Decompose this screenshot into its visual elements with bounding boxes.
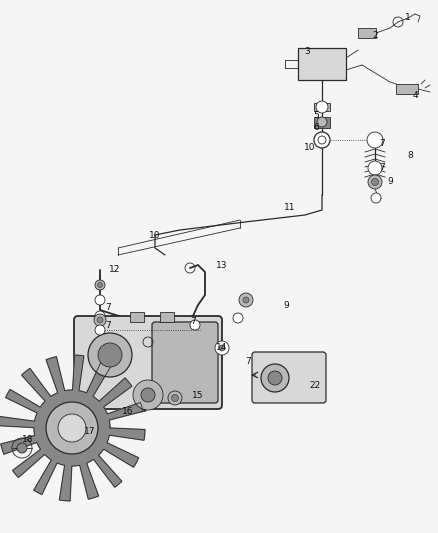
Text: 18: 18 xyxy=(22,435,34,445)
Circle shape xyxy=(317,117,327,127)
Circle shape xyxy=(243,297,249,303)
Bar xyxy=(314,103,330,111)
Circle shape xyxy=(98,343,122,367)
Circle shape xyxy=(94,314,106,326)
Text: 10: 10 xyxy=(149,230,161,239)
Circle shape xyxy=(239,293,253,307)
Circle shape xyxy=(314,132,330,148)
Text: 11: 11 xyxy=(284,204,296,213)
Text: 7: 7 xyxy=(105,303,111,312)
Text: 14: 14 xyxy=(216,343,228,352)
FancyBboxPatch shape xyxy=(74,316,222,409)
Text: 7: 7 xyxy=(379,164,385,173)
Circle shape xyxy=(371,193,381,203)
Text: 4: 4 xyxy=(412,91,418,100)
Circle shape xyxy=(95,295,105,305)
Circle shape xyxy=(172,394,179,401)
Text: 7: 7 xyxy=(379,139,385,148)
Circle shape xyxy=(215,341,229,355)
FancyBboxPatch shape xyxy=(152,322,218,403)
Circle shape xyxy=(168,391,182,405)
Circle shape xyxy=(133,380,163,410)
Circle shape xyxy=(46,402,98,454)
Text: 13: 13 xyxy=(216,261,228,270)
Text: 9: 9 xyxy=(283,301,289,310)
Bar xyxy=(358,28,376,38)
Text: 8: 8 xyxy=(407,150,413,159)
Bar xyxy=(396,84,418,94)
Text: 17: 17 xyxy=(84,427,96,437)
Text: 7: 7 xyxy=(190,318,196,327)
Text: 16: 16 xyxy=(122,408,134,416)
Text: 10: 10 xyxy=(304,143,316,152)
Circle shape xyxy=(316,101,328,113)
Circle shape xyxy=(95,325,105,335)
Circle shape xyxy=(58,414,86,442)
Circle shape xyxy=(219,345,225,351)
Text: 6: 6 xyxy=(313,124,319,133)
Circle shape xyxy=(190,320,200,330)
Text: 9: 9 xyxy=(387,177,393,187)
Text: 1: 1 xyxy=(405,13,411,22)
Bar xyxy=(130,312,144,322)
Text: 5: 5 xyxy=(313,110,319,119)
Bar xyxy=(160,312,174,322)
Circle shape xyxy=(368,175,382,189)
Circle shape xyxy=(268,371,282,385)
Circle shape xyxy=(98,282,102,287)
Circle shape xyxy=(141,388,155,402)
Circle shape xyxy=(95,311,105,321)
Circle shape xyxy=(261,364,289,392)
FancyBboxPatch shape xyxy=(252,352,326,403)
Text: 7: 7 xyxy=(245,358,251,367)
Circle shape xyxy=(88,333,132,377)
Polygon shape xyxy=(0,355,145,501)
Circle shape xyxy=(97,317,103,323)
Circle shape xyxy=(95,280,105,290)
Circle shape xyxy=(368,161,382,175)
Text: 2: 2 xyxy=(372,30,378,39)
Text: 22: 22 xyxy=(309,381,321,390)
Circle shape xyxy=(371,179,378,185)
Bar xyxy=(314,117,330,128)
Circle shape xyxy=(367,132,383,148)
Text: 12: 12 xyxy=(110,265,121,274)
Circle shape xyxy=(233,313,243,323)
Text: 15: 15 xyxy=(192,391,204,400)
Circle shape xyxy=(17,443,27,453)
Text: 3: 3 xyxy=(304,47,310,56)
Bar xyxy=(298,48,346,80)
Text: 7: 7 xyxy=(105,320,111,329)
